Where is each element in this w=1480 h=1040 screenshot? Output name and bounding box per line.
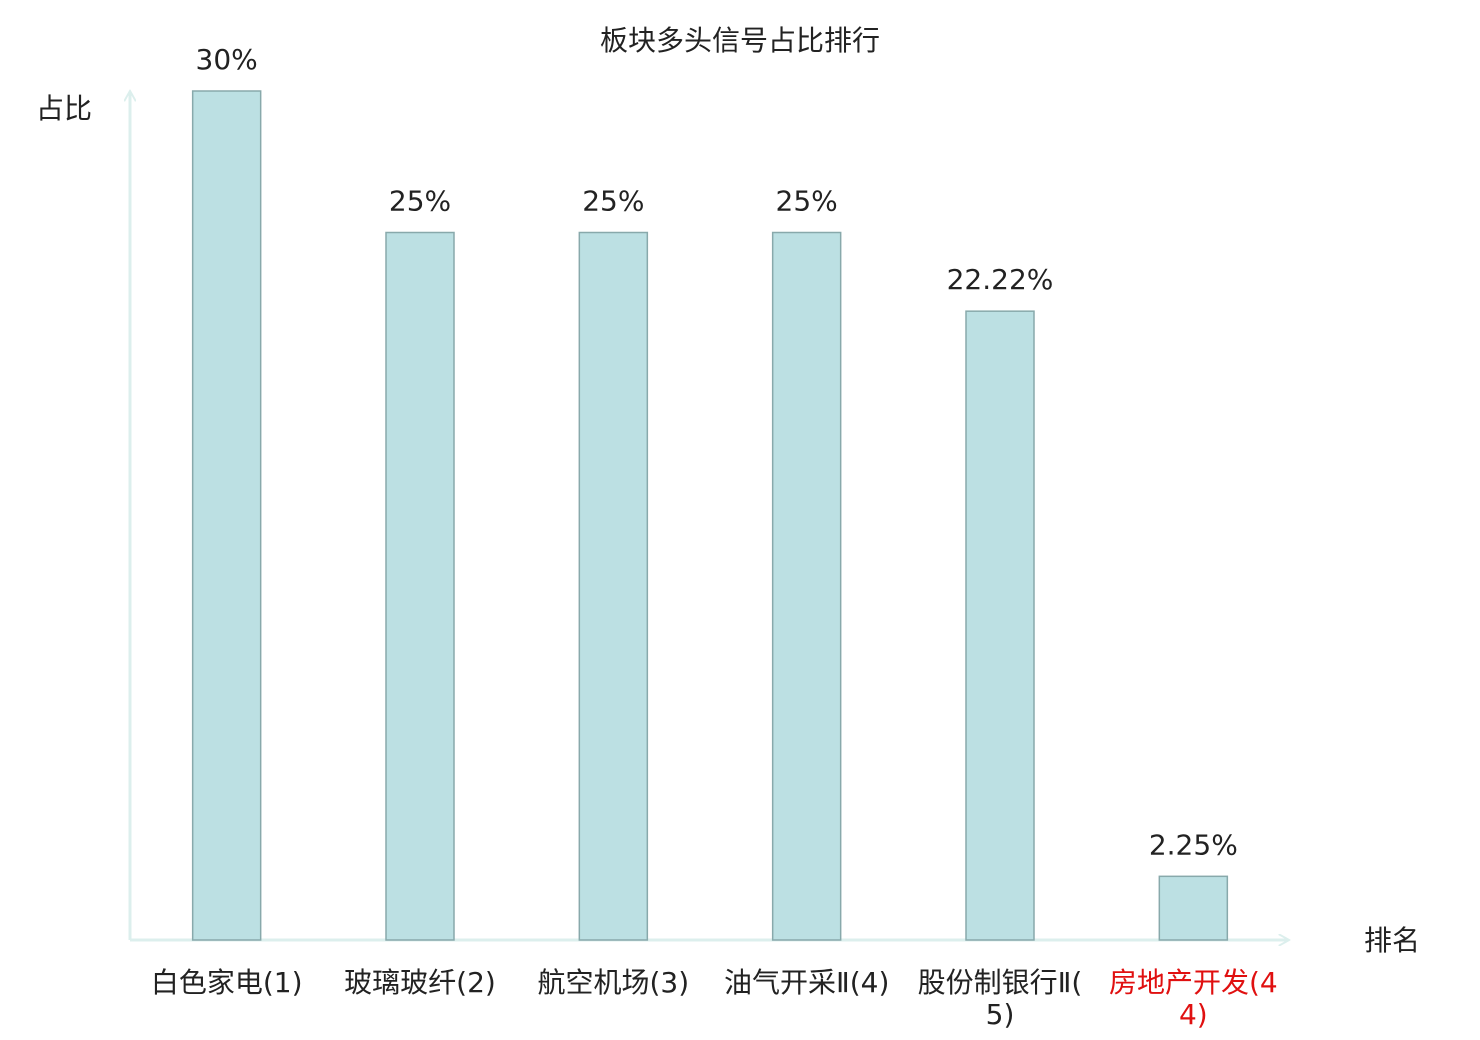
y-axis-label: 占比 — [36, 92, 92, 125]
data-label: 25% — [389, 185, 451, 218]
data-label: 30% — [196, 43, 258, 76]
x-tick-label: 玻璃玻纤(2) — [344, 966, 496, 999]
x-tick-label: 油气开采Ⅱ(4) — [724, 966, 889, 999]
x-tick-label: 房地产开发(4 4) — [1109, 966, 1278, 1031]
x-tick-label: 航空机场(3) — [537, 966, 689, 999]
bar — [385, 231, 455, 941]
data-label: 22.22% — [947, 263, 1054, 296]
bar — [771, 231, 842, 941]
bar — [578, 231, 649, 941]
x-axis-label: 排名 — [1364, 924, 1420, 957]
data-label: 25% — [582, 185, 644, 218]
data-label: 2.25% — [1149, 828, 1238, 861]
data-label: 25% — [776, 185, 838, 218]
x-tick-label: 白色家电(1) — [151, 966, 303, 999]
chart-title: 板块多头信号占比排行 — [600, 24, 880, 57]
x-tick-label: 股份制银行Ⅱ(5) — [918, 966, 1083, 1031]
bar — [191, 90, 262, 941]
bar — [965, 310, 1035, 941]
bar — [1158, 875, 1229, 941]
